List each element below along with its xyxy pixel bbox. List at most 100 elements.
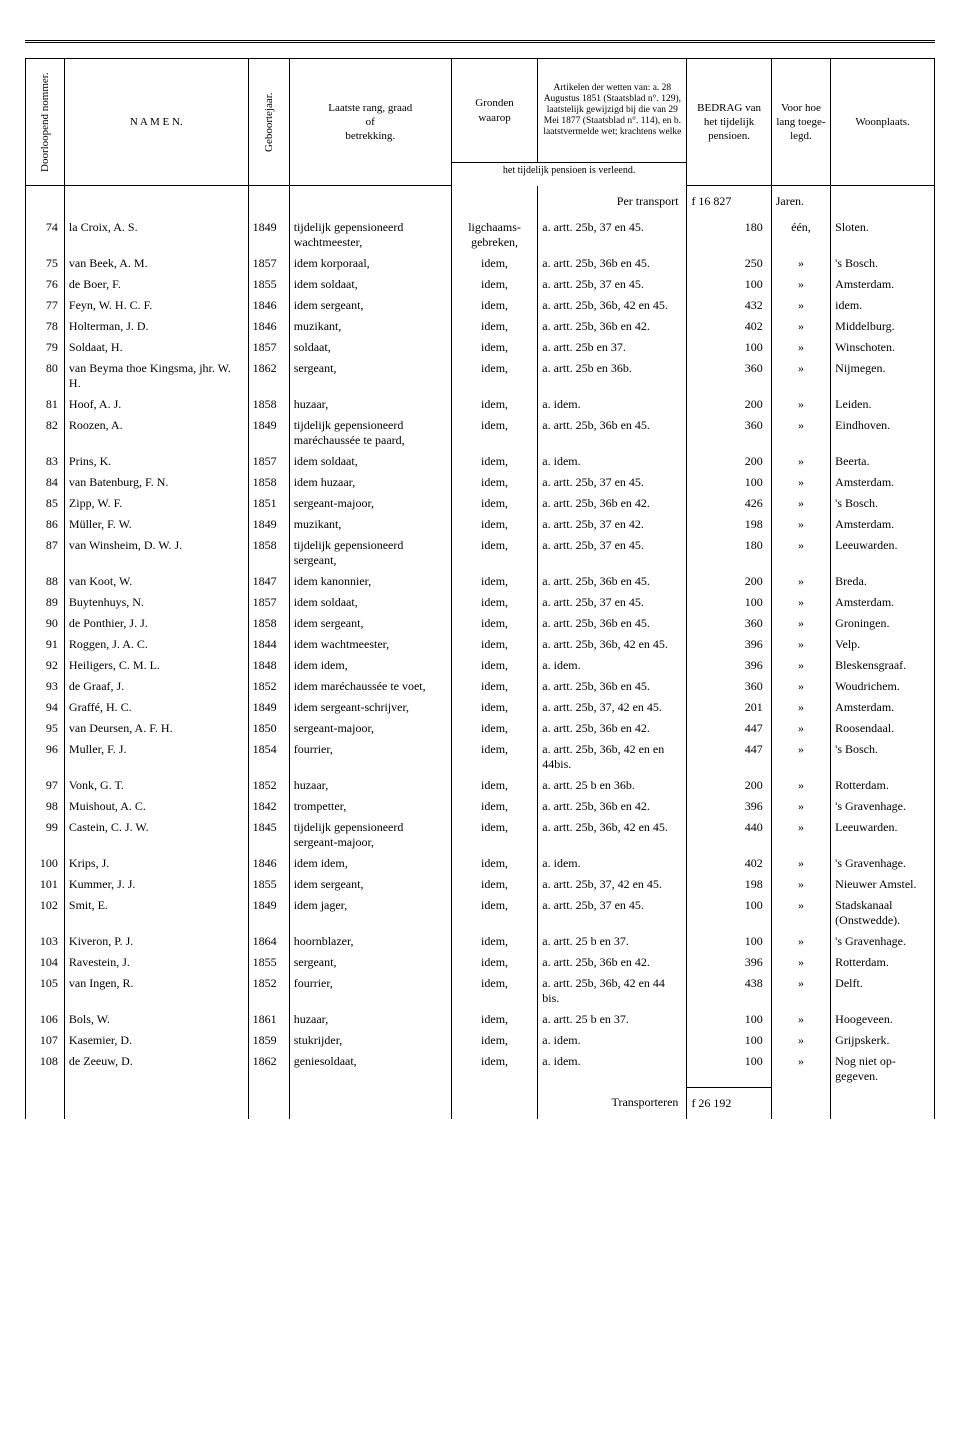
- cell-nommer: 95: [26, 718, 65, 739]
- cell-name: Graffé, H. C.: [64, 697, 248, 718]
- header-woonplaats: Woonplaats.: [831, 59, 935, 186]
- table-row: 90de Ponthier, J. J.1858idem sergeant,id…: [26, 613, 935, 634]
- cell-art: a. idem.: [538, 394, 687, 415]
- cell-art: a. artt. 25b, 37, 42 en 45.: [538, 874, 687, 895]
- cell-year: 1855: [248, 274, 289, 295]
- cell-grond: idem,: [451, 451, 537, 472]
- table-row: 83Prins, K.1857idem soldaat,idem,a. idem…: [26, 451, 935, 472]
- cell-woon: Stadskanaal (Onstwedde).: [831, 895, 935, 931]
- cell-bedrag: 402: [687, 316, 771, 337]
- cell-art: a. artt. 25b en 37.: [538, 337, 687, 358]
- table-row: 93de Graaf, J.1852idem maréchaussée te v…: [26, 676, 935, 697]
- cell-year: 1858: [248, 394, 289, 415]
- cell-nommer: 99: [26, 817, 65, 853]
- cell-nommer: 86: [26, 514, 65, 535]
- cell-name: Müller, F. W.: [64, 514, 248, 535]
- cell-lang: »: [771, 274, 830, 295]
- transport-top-amount: f 16 827: [687, 186, 771, 218]
- cell-rank: idem wachtmeester,: [289, 634, 451, 655]
- cell-lang: »: [771, 613, 830, 634]
- table-row: 96Muller, F. J.1854fourrier,idem,a. artt…: [26, 739, 935, 775]
- table-row: 108de Zeeuw, D.1862geniesoldaat,idem,a. …: [26, 1051, 935, 1087]
- table-row: 105van Ingen, R.1852fourrier,idem,a. art…: [26, 973, 935, 1009]
- table-row: 76de Boer, F.1855idem soldaat,idem,a. ar…: [26, 274, 935, 295]
- cell-woon: Bleskensgraaf.: [831, 655, 935, 676]
- cell-rank: huzaar,: [289, 394, 451, 415]
- cell-year: 1849: [248, 697, 289, 718]
- cell-year: 1859: [248, 1030, 289, 1051]
- cell-grond: idem,: [451, 1030, 537, 1051]
- cell-grond: idem,: [451, 535, 537, 571]
- cell-nommer: 90: [26, 613, 65, 634]
- transport-top-label: Per transport: [538, 186, 687, 218]
- cell-name: Buytenhuys, N.: [64, 592, 248, 613]
- cell-bedrag: 200: [687, 451, 771, 472]
- cell-nommer: 77: [26, 295, 65, 316]
- cell-bedrag: 360: [687, 613, 771, 634]
- cell-woon: Rotterdam.: [831, 775, 935, 796]
- cell-art: a. artt. 25b, 36b en 42.: [538, 316, 687, 337]
- table-row: 102Smit, E.1849idem jager,idem,a. artt. …: [26, 895, 935, 931]
- table-row: 74la Croix, A. S.1849tijdelijk gepension…: [26, 217, 935, 253]
- cell-rank: fourrier,: [289, 739, 451, 775]
- cell-grond: idem,: [451, 655, 537, 676]
- cell-nommer: 79: [26, 337, 65, 358]
- cell-lang: één,: [771, 217, 830, 253]
- cell-nommer: 100: [26, 853, 65, 874]
- cell-art: a. artt. 25b, 37, 42 en 45.: [538, 697, 687, 718]
- cell-nommer: 98: [26, 796, 65, 817]
- cell-bedrag: 100: [687, 472, 771, 493]
- cell-year: 1852: [248, 973, 289, 1009]
- cell-bedrag: 396: [687, 796, 771, 817]
- cell-name: Feyn, W. H. C. F.: [64, 295, 248, 316]
- cell-rank: idem sergeant,: [289, 613, 451, 634]
- cell-rank: muzikant,: [289, 316, 451, 337]
- cell-lang: »: [771, 472, 830, 493]
- cell-woon: Leeuwarden.: [831, 817, 935, 853]
- cell-bedrag: 447: [687, 739, 771, 775]
- cell-year: 1864: [248, 931, 289, 952]
- cell-name: van Ingen, R.: [64, 973, 248, 1009]
- table-row: 101Kummer, J. J.1855idem sergeant,idem,a…: [26, 874, 935, 895]
- cell-name: van Deursen, A. F. H.: [64, 718, 248, 739]
- transport-bottom-label: Transporteren: [538, 1087, 687, 1119]
- cell-grond: idem,: [451, 415, 537, 451]
- cell-bedrag: 396: [687, 952, 771, 973]
- cell-lang: »: [771, 775, 830, 796]
- cell-name: Roggen, J. A. C.: [64, 634, 248, 655]
- cell-year: 1845: [248, 817, 289, 853]
- cell-bedrag: 396: [687, 634, 771, 655]
- cell-nommer: 85: [26, 493, 65, 514]
- cell-name: Holterman, J. D.: [64, 316, 248, 337]
- cell-bedrag: 360: [687, 358, 771, 394]
- cell-name: Soldaat, H.: [64, 337, 248, 358]
- cell-name: van Beyma thoe Kingsma, jhr. W. H.: [64, 358, 248, 394]
- cell-year: 1849: [248, 217, 289, 253]
- cell-woon: Velp.: [831, 634, 935, 655]
- cell-bedrag: 198: [687, 874, 771, 895]
- cell-woon: Eindhoven.: [831, 415, 935, 451]
- cell-lang: »: [771, 253, 830, 274]
- cell-nommer: 92: [26, 655, 65, 676]
- cell-rank: sergeant-majoor,: [289, 493, 451, 514]
- table-row: 85Zipp, W. F.1851sergeant-majoor,idem,a.…: [26, 493, 935, 514]
- cell-lang: »: [771, 655, 830, 676]
- cell-nommer: 78: [26, 316, 65, 337]
- table-row: 87van Winsheim, D. W. J.1858tijdelijk ge…: [26, 535, 935, 571]
- cell-nommer: 81: [26, 394, 65, 415]
- table-row: 99Castein, C. J. W.1845tijdelijk gepensi…: [26, 817, 935, 853]
- cell-bedrag: 447: [687, 718, 771, 739]
- cell-year: 1858: [248, 613, 289, 634]
- cell-rank: sergeant,: [289, 952, 451, 973]
- cell-bedrag: 100: [687, 1051, 771, 1087]
- cell-year: 1857: [248, 451, 289, 472]
- cell-lang: »: [771, 931, 830, 952]
- cell-woon: Leiden.: [831, 394, 935, 415]
- cell-grond: idem,: [451, 895, 537, 931]
- cell-grond: idem,: [451, 613, 537, 634]
- table-row: 100Krips, J.1846idem idem,idem,a. idem.4…: [26, 853, 935, 874]
- cell-year: 1847: [248, 571, 289, 592]
- table-row: 75van Beek, A. M.1857idem korporaal,idem…: [26, 253, 935, 274]
- cell-art: a. artt. 25b, 36b en 45.: [538, 415, 687, 451]
- cell-art: a. artt. 25b, 37 en 45.: [538, 535, 687, 571]
